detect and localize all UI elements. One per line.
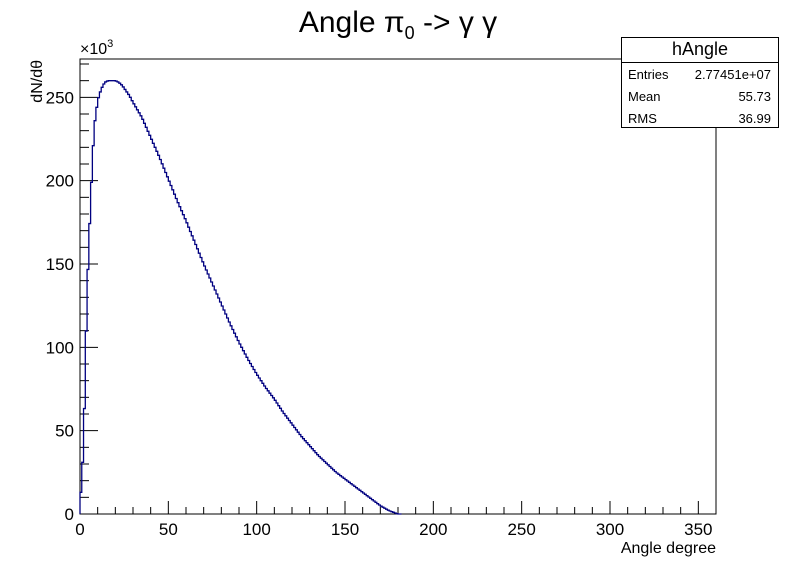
title-subscript: 0	[404, 23, 415, 43]
y-tick-label: 0	[65, 505, 74, 524]
x-tick-label: 300	[596, 520, 624, 539]
y-multiplier: ×103	[80, 38, 113, 58]
histogram-line	[79, 80, 402, 515]
stats-value: 36.99	[738, 111, 771, 126]
stats-histogram-name: hAngle	[622, 38, 778, 63]
stats-row-entries: Entries 2.77451e+07	[622, 63, 778, 85]
x-tick-label: 250	[507, 520, 535, 539]
stats-label: Entries	[628, 67, 669, 82]
stats-label: RMS	[628, 111, 657, 126]
stats-row-mean: Mean 55.73	[622, 85, 778, 107]
x-tick-label: 200	[419, 520, 447, 539]
stats-label: Mean	[628, 89, 661, 104]
y-axis: 0 50 100 150 200 250	[46, 63, 98, 524]
stats-box: hAngle Entries 2.77451e+07 Mean 55.73 RM…	[621, 37, 779, 128]
y-tick-label: 200	[46, 172, 74, 191]
x-axis-label: Angle degree	[621, 540, 716, 557]
y-tick-label: 100	[46, 338, 74, 357]
x-tick-label: 50	[159, 520, 178, 539]
x-axis: 0 50 100 150 200 250 300 350	[75, 501, 717, 539]
stats-row-rms: RMS 36.99	[622, 107, 778, 129]
y-tick-label: 250	[46, 88, 74, 107]
stats-value: 2.77451e+07	[694, 67, 771, 82]
x-tick-label: 150	[331, 520, 359, 539]
y-axis-label: dN/dθ	[29, 60, 46, 103]
chart-title: Angle π0 -> γ γ	[0, 6, 796, 44]
y-tick-label: 50	[55, 422, 74, 441]
x-tick-label: 100	[242, 520, 270, 539]
stats-value: 55.73	[738, 89, 771, 104]
y-tick-label: 150	[46, 255, 74, 274]
title-symbol: π	[383, 6, 405, 39]
title-suffix: -> γ γ	[414, 6, 498, 39]
title-prefix: Angle	[298, 6, 384, 39]
x-tick-label: 0	[75, 520, 84, 539]
x-tick-label: 350	[684, 520, 712, 539]
